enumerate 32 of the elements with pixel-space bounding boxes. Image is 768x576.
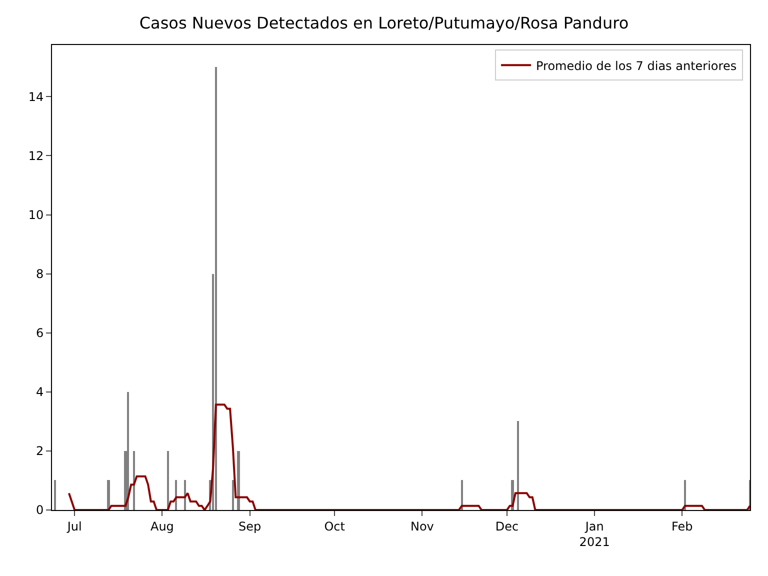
bar xyxy=(237,451,240,510)
y-tick-label: 12 xyxy=(28,148,44,163)
bar xyxy=(107,480,110,510)
x-tick-label: Dec xyxy=(495,519,519,534)
bar xyxy=(232,480,234,510)
bar xyxy=(184,480,186,510)
bar xyxy=(684,480,686,510)
bar xyxy=(215,67,217,510)
x-tick-label: Oct xyxy=(324,519,346,534)
y-tick-label: 14 xyxy=(28,90,44,104)
y-tick-label: 10 xyxy=(28,208,44,222)
bar xyxy=(54,480,56,510)
x-tick-label: Aug xyxy=(150,519,174,534)
legend-label: Promedio de los 7 dias anteriores xyxy=(536,58,737,73)
y-tick-label: 0 xyxy=(36,503,44,518)
x-tick-label: Nov xyxy=(410,519,434,534)
y-tick-label: 8 xyxy=(36,267,44,282)
bar xyxy=(133,451,135,510)
bar xyxy=(175,480,177,510)
bar xyxy=(127,392,129,510)
line-series xyxy=(68,404,750,510)
bar xyxy=(517,421,519,510)
x-tick-label: Jul xyxy=(66,519,82,534)
y-tick-label: 4 xyxy=(36,385,44,400)
chart-title: Casos Nuevos Detectados en Loreto/Putumayo/Rosa Panduro xyxy=(139,13,629,32)
y-tick-label: 2 xyxy=(36,444,44,458)
x-tick-label: Jan 2021 xyxy=(579,519,610,549)
x-tick-label: Sep xyxy=(238,519,262,534)
y-tick-label: 6 xyxy=(36,326,44,340)
bar xyxy=(461,480,463,510)
x-tick-label: Feb xyxy=(672,519,693,534)
bar xyxy=(167,451,169,510)
